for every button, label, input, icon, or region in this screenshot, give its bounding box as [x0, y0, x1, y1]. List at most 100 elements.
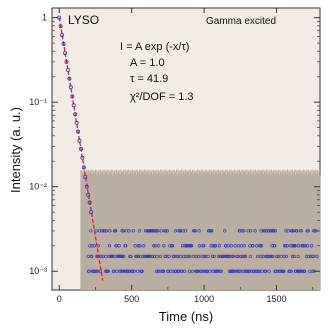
- noise-point: [260, 269, 264, 273]
- noise-point: [211, 269, 215, 273]
- decay-points-layer: [57, 15, 94, 215]
- noise-point: [264, 229, 269, 233]
- noise-point: [132, 269, 136, 273]
- noise-point: [104, 229, 109, 233]
- noise-point: [154, 269, 159, 273]
- noise-point: [226, 254, 230, 259]
- noise-point: [279, 254, 283, 259]
- noise-point: [101, 254, 105, 259]
- noise-point: [292, 254, 296, 259]
- noise-point: [107, 244, 112, 248]
- noise-point: [282, 254, 286, 259]
- x-tick-label: 1500: [267, 294, 287, 304]
- fit-chi2: χ²/DOF = 1.3: [130, 91, 194, 103]
- noise-point: [211, 244, 216, 248]
- noise-point: [193, 229, 197, 233]
- noise-point: [190, 269, 195, 273]
- noise-point: [255, 269, 259, 273]
- noise-point: [200, 254, 204, 259]
- noise-point: [259, 244, 264, 248]
- noise-point: [294, 269, 298, 273]
- x-tick-label: 0: [57, 294, 62, 304]
- decay-point: [61, 41, 66, 46]
- noise-point: [238, 229, 242, 233]
- decay-point: [71, 103, 76, 108]
- noise-point: [106, 269, 110, 273]
- noise-point: [158, 254, 163, 259]
- noise-point: [315, 254, 319, 259]
- noise-point: [89, 229, 93, 233]
- decay-point: [70, 94, 75, 99]
- decay-point: [65, 68, 70, 73]
- noise-point: [296, 254, 300, 259]
- noise-point: [275, 254, 279, 259]
- noise-point: [229, 244, 233, 248]
- noise-point: [306, 229, 310, 233]
- fit-tau: τ = 41.9: [130, 73, 168, 85]
- noise-point: [263, 229, 267, 233]
- noise-point: [121, 269, 125, 273]
- y-tick-label: 10⁻¹: [29, 97, 47, 107]
- noise-point: [155, 254, 159, 259]
- noise-point: [245, 269, 249, 273]
- decay-point: [76, 129, 81, 134]
- noise-point: [169, 269, 173, 273]
- noise-point: [255, 244, 259, 248]
- noise-point: [171, 269, 175, 273]
- noise-point: [272, 229, 276, 233]
- noise-point: [271, 254, 275, 259]
- noise-point: [209, 244, 213, 248]
- fit-curve-layer: [58, 17, 104, 281]
- noise-point: [156, 244, 161, 248]
- noise-point: [274, 269, 278, 273]
- y-axis-title: Intensity (a. u.): [8, 107, 23, 193]
- noise-point: [131, 229, 136, 233]
- noise-point: [239, 254, 243, 259]
- noise-point: [212, 254, 216, 259]
- decay-point: [73, 112, 78, 117]
- noise-point: [302, 244, 306, 248]
- noise-point: [153, 229, 157, 233]
- noise-point: [237, 269, 241, 273]
- fit-amplitude: A = 1.0: [130, 57, 165, 69]
- noise-point: [120, 254, 125, 259]
- noise-point: [173, 229, 178, 233]
- noise-point: [264, 254, 268, 259]
- noise-point: [87, 269, 91, 273]
- x-tick-label: 500: [124, 294, 139, 304]
- noise-point: [251, 244, 255, 248]
- noise-point: [311, 254, 315, 259]
- decay-point: [60, 33, 65, 38]
- noise-point: [284, 229, 288, 233]
- noise-point: [150, 254, 155, 259]
- noise-point: [88, 244, 92, 248]
- noise-point: [288, 269, 292, 273]
- ticks-layer: 0 500 1000 1500 1 10⁻¹ 10⁻² 10⁻³: [29, 8, 320, 304]
- noise-point: [290, 254, 295, 259]
- fit-curve: [58, 17, 104, 281]
- noise-point: [122, 254, 126, 259]
- noise-point: [309, 244, 314, 248]
- noise-point: [154, 229, 158, 233]
- noise-point: [135, 254, 139, 259]
- noise-point: [306, 244, 310, 248]
- noise-point: [184, 254, 188, 259]
- noise-point: [296, 244, 301, 248]
- chart-subtitle: Gamma excited: [206, 16, 276, 27]
- noise-point: [226, 244, 230, 248]
- fit-formula: I = A exp (-x/τ): [120, 41, 189, 53]
- noise-point: [141, 254, 145, 259]
- noise-point: [300, 269, 305, 273]
- noise-point: [242, 244, 246, 248]
- decay-point: [86, 192, 91, 197]
- noise-point: [130, 269, 135, 273]
- noise-point: [217, 244, 222, 248]
- noise-point: [92, 244, 96, 248]
- noise-point: [289, 269, 293, 273]
- decay-point: [78, 146, 83, 151]
- noise-point: [303, 244, 308, 248]
- noise-point: [197, 229, 201, 233]
- noise-point: [252, 269, 256, 273]
- noise-point: [152, 244, 156, 248]
- decay-point: [58, 24, 63, 29]
